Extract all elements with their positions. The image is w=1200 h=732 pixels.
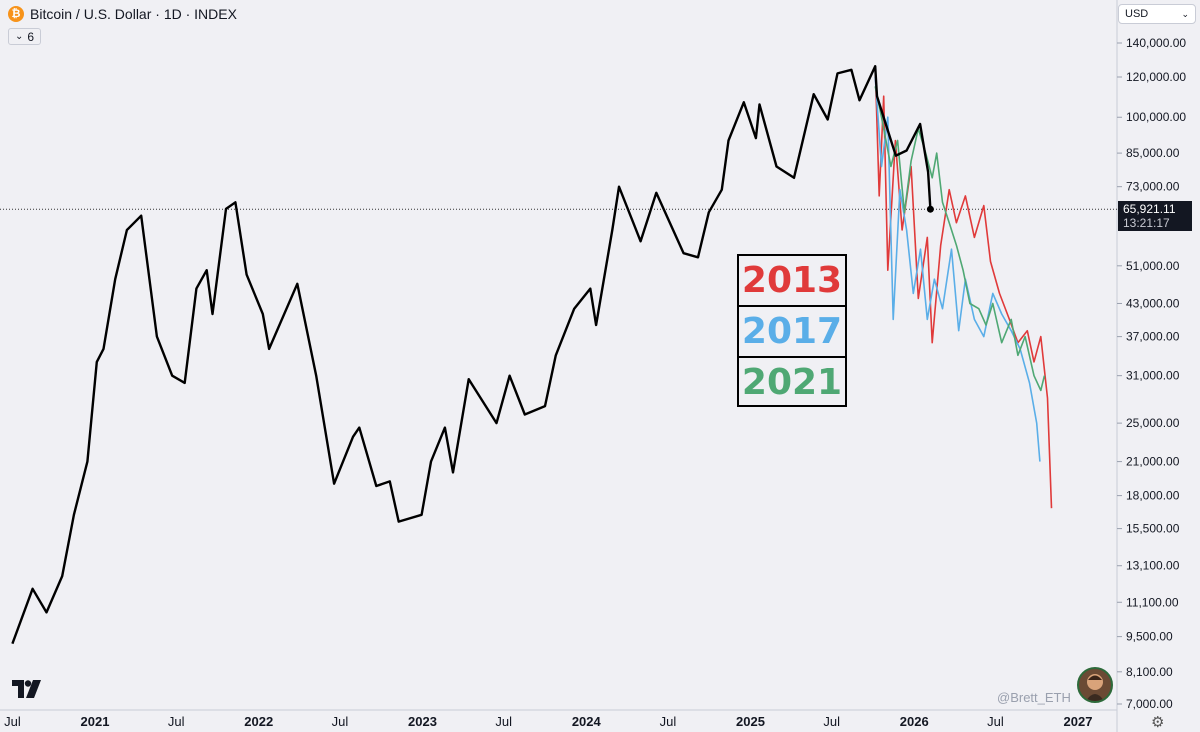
time-axis[interactable]: Jul 2021 Jul 2022 Jul 2023 Jul 2024 Jul 2025 Jul 20… xyxy=(4,714,1092,729)
tradingview-logo-icon[interactable] xyxy=(12,680,42,698)
bitcoin-icon: ₿ xyxy=(8,6,24,22)
y-tick-label: 7,000.00 xyxy=(1126,697,1173,711)
y-tick-label: 43,000.00 xyxy=(1126,296,1180,310)
x-tick-label: 2023 xyxy=(408,714,437,729)
y-tick-label: 85,000.00 xyxy=(1126,146,1180,160)
y-tick-label: 9,500.00 xyxy=(1126,630,1173,644)
gear-icon[interactable]: ⚙ xyxy=(1151,714,1165,731)
series-line-2017 xyxy=(874,76,1041,462)
author-avatar xyxy=(1077,667,1113,703)
x-tick-label: Jul xyxy=(495,714,512,729)
y-tick-label: 51,000.00 xyxy=(1126,259,1180,273)
x-tick-label: Jul xyxy=(660,714,677,729)
legend-item-2017: 2017 xyxy=(739,305,845,356)
y-tick-label: 25,000.00 xyxy=(1126,416,1180,430)
x-tick-label: Jul xyxy=(332,714,349,729)
y-tick-label: 37,000.00 xyxy=(1126,330,1180,344)
x-tick-label: 2021 xyxy=(81,714,110,729)
chart-header: ₿ Bitcoin / U.S. Dollar · 1D · INDEX xyxy=(8,6,237,22)
indicator-count: 6 xyxy=(27,29,35,44)
indicators-toggle[interactable]: ⌄ 6 xyxy=(8,28,42,45)
y-tick-label: 31,000.00 xyxy=(1126,369,1180,383)
series-line-2021 xyxy=(874,86,1046,392)
y-tick-label: 18,000.00 xyxy=(1126,489,1180,503)
x-tick-label: Jul xyxy=(987,714,1004,729)
legend-item-2021: 2021 xyxy=(739,356,845,407)
y-tick-label: 100,000.00 xyxy=(1126,110,1186,124)
chevron-down-icon: ⌄ xyxy=(1181,8,1189,19)
series-line-2013 xyxy=(874,66,1053,509)
bar-countdown: 13:21:17 xyxy=(1123,216,1170,230)
series-group xyxy=(11,64,1053,645)
author-watermark: @Brett_ETH xyxy=(997,690,1071,705)
y-tick-label: 21,000.00 xyxy=(1126,455,1180,469)
y-tick-label: 73,000.00 xyxy=(1126,180,1180,194)
last-price-marker xyxy=(926,205,934,213)
x-tick-label: Jul xyxy=(823,714,840,729)
currency-selector[interactable]: USD ⌄ xyxy=(1118,4,1196,24)
y-tick-label: 11,100.00 xyxy=(1126,595,1179,609)
currency-label: USD xyxy=(1125,8,1149,20)
x-tick-label: Jul xyxy=(168,714,185,729)
y-tick-label: 8,100.00 xyxy=(1126,665,1173,679)
y-tick-label: 15,500.00 xyxy=(1126,522,1180,536)
cycle-legend: 2013 2017 2021 xyxy=(737,254,847,407)
x-tick-label: 2022 xyxy=(244,714,273,729)
x-tick-label: 2027 xyxy=(1064,714,1093,729)
y-tick-label: 140,000.00 xyxy=(1126,36,1186,50)
y-tick-label: 120,000.00 xyxy=(1126,70,1186,84)
chevron-down-icon: ⌄ xyxy=(15,31,24,42)
symbol-title[interactable]: Bitcoin / U.S. Dollar · 1D · INDEX xyxy=(30,6,237,22)
current-price-tag: 65,921.11 13:21:17 xyxy=(1118,201,1192,231)
price-axis[interactable]: 7,000.00 8,100.00 9,500.00 11,100.00 13,100.… xyxy=(1117,36,1186,711)
series-line-btc-price xyxy=(11,64,932,645)
legend-item-2013: 2013 xyxy=(741,260,843,301)
current-price-value: 65,921.11 xyxy=(1123,202,1176,216)
x-tick-label: Jul xyxy=(4,714,21,729)
x-tick-label: 2024 xyxy=(572,714,602,729)
y-tick-label: 13,100.00 xyxy=(1126,559,1180,573)
x-tick-label: 2026 xyxy=(900,714,929,729)
x-tick-label: 2025 xyxy=(736,714,765,729)
